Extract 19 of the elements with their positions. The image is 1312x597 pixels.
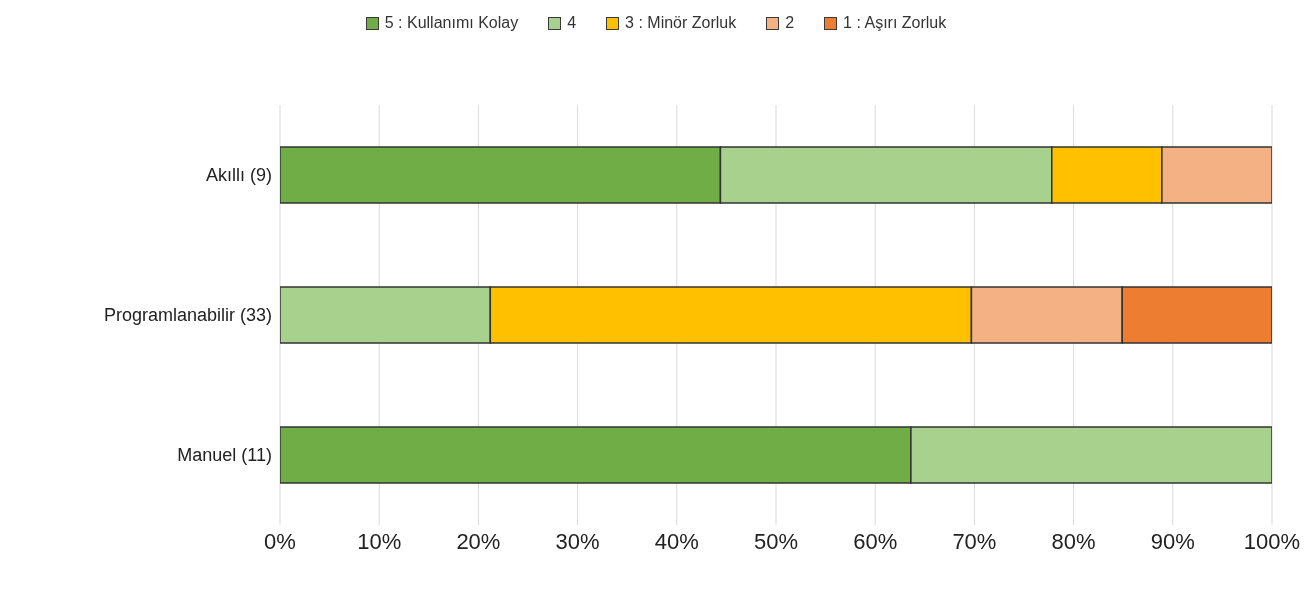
legend-label: 2 bbox=[785, 14, 795, 32]
x-tick-label: 100% bbox=[1243, 528, 1301, 554]
x-tick-label: 70% bbox=[952, 528, 997, 554]
y-tick-label: Akıllı (9) bbox=[205, 165, 272, 186]
x-tick-label: 50% bbox=[753, 528, 799, 554]
legend-label: 4 bbox=[567, 14, 577, 32]
x-tick-label: 10% bbox=[357, 528, 402, 554]
x-tick-label: 30% bbox=[555, 528, 600, 554]
x-tick-label: 40% bbox=[654, 528, 699, 554]
x-tick-label: 80% bbox=[1051, 528, 1096, 554]
legend-label: 1 : Aşırı Zorluk bbox=[843, 14, 947, 32]
x-tick-label: 0% bbox=[264, 528, 296, 554]
x-tick-label: 90% bbox=[1150, 528, 1195, 554]
y-tick-label: Programlanabilir (33) bbox=[103, 305, 272, 326]
x-tick-label: 20% bbox=[456, 528, 501, 554]
x-tick-label: 60% bbox=[853, 528, 898, 554]
legend-label: 5 : Kullanımı Kolay bbox=[384, 14, 519, 32]
legend-label: 3 : Minör Zorluk bbox=[625, 14, 737, 32]
y-tick-label: Manuel (11) bbox=[177, 445, 272, 466]
